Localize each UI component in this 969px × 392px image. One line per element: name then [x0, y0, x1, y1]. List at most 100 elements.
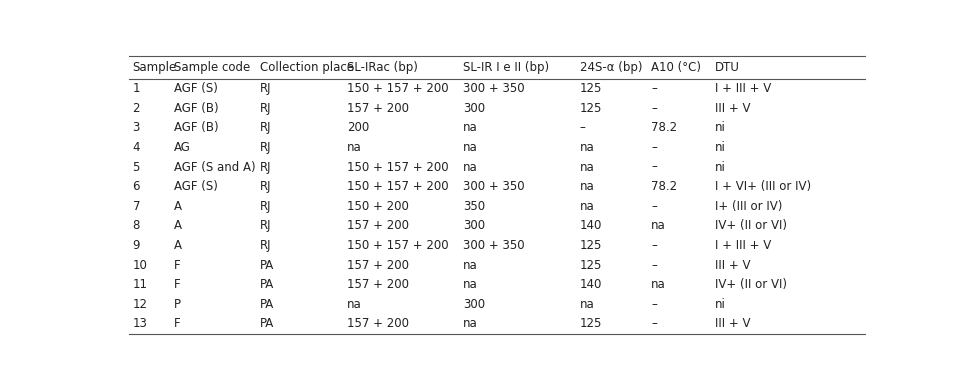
Text: ni: ni [714, 160, 725, 174]
Text: 5: 5 [133, 160, 140, 174]
Text: na: na [579, 298, 594, 311]
Text: na: na [650, 278, 666, 291]
Text: 2: 2 [133, 102, 140, 115]
Text: 157 + 200: 157 + 200 [346, 102, 408, 115]
Text: na: na [579, 200, 594, 213]
Text: na: na [463, 318, 478, 330]
Text: AGF (B): AGF (B) [173, 121, 218, 134]
Text: na: na [579, 160, 594, 174]
Text: ni: ni [714, 141, 725, 154]
Text: na: na [463, 121, 478, 134]
Text: 11: 11 [133, 278, 147, 291]
Text: 150 + 157 + 200: 150 + 157 + 200 [346, 82, 448, 95]
Text: na: na [463, 160, 478, 174]
Text: A: A [173, 239, 181, 252]
Text: PA: PA [260, 318, 274, 330]
Text: RJ: RJ [260, 141, 271, 154]
Text: P: P [173, 298, 180, 311]
Text: 10: 10 [133, 259, 147, 272]
Text: I + VI+ (III or IV): I + VI+ (III or IV) [714, 180, 810, 193]
Text: 150 + 200: 150 + 200 [346, 200, 408, 213]
Text: –: – [650, 259, 656, 272]
Text: I + III + V: I + III + V [714, 239, 770, 252]
Text: 350: 350 [463, 200, 484, 213]
Text: na: na [463, 259, 478, 272]
Text: AGF (B): AGF (B) [173, 102, 218, 115]
Text: 150 + 157 + 200: 150 + 157 + 200 [346, 239, 448, 252]
Text: 150 + 157 + 200: 150 + 157 + 200 [346, 160, 448, 174]
Text: 300 + 350: 300 + 350 [463, 180, 524, 193]
Text: RJ: RJ [260, 239, 271, 252]
Text: 300 + 350: 300 + 350 [463, 82, 524, 95]
Text: 200: 200 [346, 121, 368, 134]
Text: 300: 300 [463, 220, 484, 232]
Text: 300: 300 [463, 298, 484, 311]
Text: 140: 140 [579, 220, 602, 232]
Text: PA: PA [260, 298, 274, 311]
Text: RJ: RJ [260, 220, 271, 232]
Text: 13: 13 [133, 318, 147, 330]
Text: RJ: RJ [260, 82, 271, 95]
Text: IV+ (II or VI): IV+ (II or VI) [714, 278, 786, 291]
Text: na: na [463, 141, 478, 154]
Text: I + III + V: I + III + V [714, 82, 770, 95]
Text: RJ: RJ [260, 160, 271, 174]
Text: 125: 125 [579, 82, 602, 95]
Text: ni: ni [714, 298, 725, 311]
Text: 24S-α (bp): 24S-α (bp) [579, 61, 641, 74]
Text: RJ: RJ [260, 121, 271, 134]
Text: A10 (°C): A10 (°C) [650, 61, 701, 74]
Text: –: – [650, 102, 656, 115]
Text: 78.2: 78.2 [650, 121, 676, 134]
Text: RJ: RJ [260, 180, 271, 193]
Text: AGF (S and A): AGF (S and A) [173, 160, 255, 174]
Text: AGF (S): AGF (S) [173, 180, 217, 193]
Text: 157 + 200: 157 + 200 [346, 220, 408, 232]
Text: IV+ (II or VI): IV+ (II or VI) [714, 220, 786, 232]
Text: 157 + 200: 157 + 200 [346, 259, 408, 272]
Text: 4: 4 [133, 141, 140, 154]
Text: F: F [173, 318, 180, 330]
Text: 8: 8 [133, 220, 140, 232]
Text: AGF (S): AGF (S) [173, 82, 217, 95]
Text: AG: AG [173, 141, 191, 154]
Text: 157 + 200: 157 + 200 [346, 318, 408, 330]
Text: 157 + 200: 157 + 200 [346, 278, 408, 291]
Text: na: na [579, 141, 594, 154]
Text: –: – [650, 160, 656, 174]
Text: 300: 300 [463, 102, 484, 115]
Text: na: na [346, 298, 361, 311]
Text: PA: PA [260, 278, 274, 291]
Text: 140: 140 [579, 278, 602, 291]
Text: 300 + 350: 300 + 350 [463, 239, 524, 252]
Text: 125: 125 [579, 239, 602, 252]
Text: 125: 125 [579, 259, 602, 272]
Text: I+ (III or IV): I+ (III or IV) [714, 200, 782, 213]
Text: –: – [650, 141, 656, 154]
Text: A: A [173, 200, 181, 213]
Text: Collection place: Collection place [260, 61, 354, 74]
Text: –: – [579, 121, 585, 134]
Text: –: – [650, 318, 656, 330]
Text: –: – [650, 200, 656, 213]
Text: 150 + 157 + 200: 150 + 157 + 200 [346, 180, 448, 193]
Text: RJ: RJ [260, 200, 271, 213]
Text: RJ: RJ [260, 102, 271, 115]
Text: F: F [173, 278, 180, 291]
Text: 9: 9 [133, 239, 140, 252]
Text: –: – [650, 298, 656, 311]
Text: 3: 3 [133, 121, 140, 134]
Text: 125: 125 [579, 318, 602, 330]
Text: SL-IR I e II (bp): SL-IR I e II (bp) [463, 61, 548, 74]
Text: –: – [650, 82, 656, 95]
Text: ni: ni [714, 121, 725, 134]
Text: na: na [463, 278, 478, 291]
Text: Sample code: Sample code [173, 61, 250, 74]
Text: III + V: III + V [714, 318, 750, 330]
Text: na: na [650, 220, 666, 232]
Text: DTU: DTU [714, 61, 739, 74]
Text: SL-IRac (bp): SL-IRac (bp) [346, 61, 418, 74]
Text: F: F [173, 259, 180, 272]
Text: A: A [173, 220, 181, 232]
Text: 1: 1 [133, 82, 140, 95]
